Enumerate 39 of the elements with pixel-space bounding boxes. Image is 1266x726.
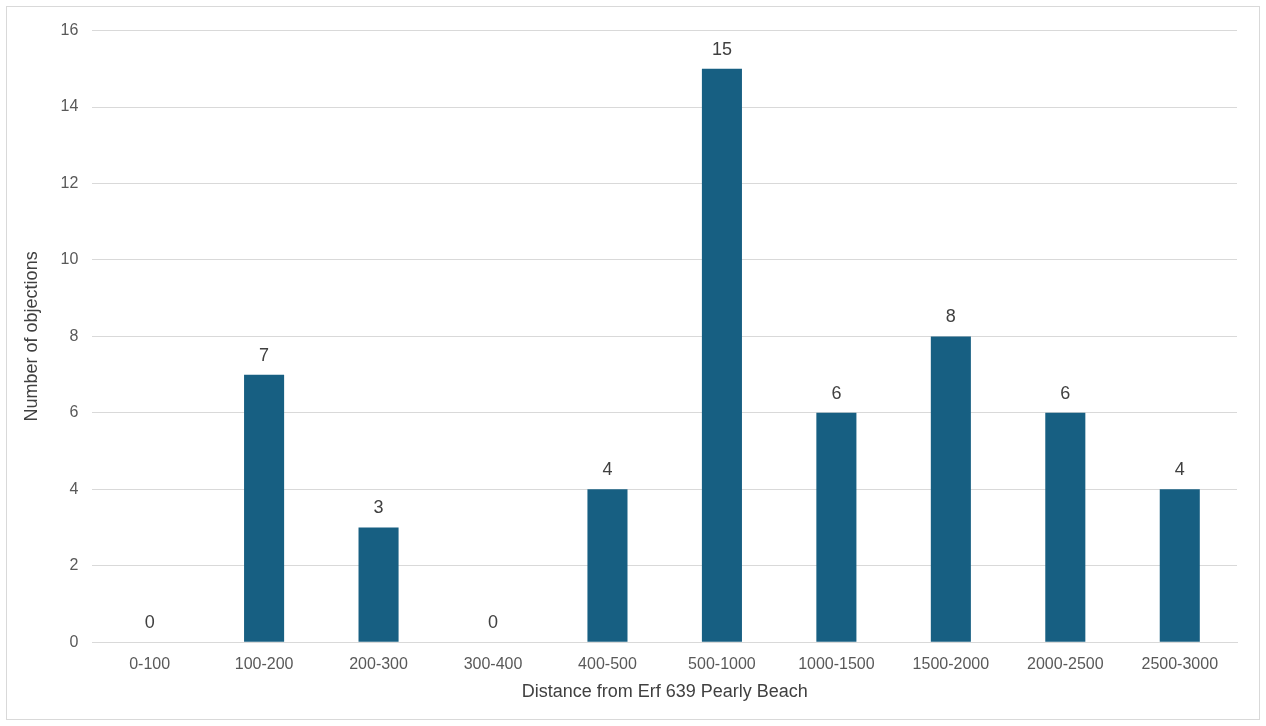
- data-label: 3: [373, 497, 384, 518]
- data-label: 8: [945, 306, 956, 327]
- data-label: 15: [711, 38, 732, 59]
- bar: [1045, 412, 1086, 642]
- x-tick-label: 0-100: [129, 655, 171, 673]
- y-tick-label: 8: [69, 326, 79, 344]
- data-label: 0: [144, 612, 155, 633]
- y-tick-label: 14: [60, 97, 79, 115]
- x-tick-label: 400-500: [578, 655, 637, 673]
- data-label: 6: [1060, 382, 1071, 403]
- y-tick-label: 6: [69, 403, 79, 421]
- x-tick-label: 200-300: [349, 655, 409, 673]
- x-tick-label: 2000-2500: [1027, 655, 1104, 673]
- bar: [701, 68, 742, 642]
- data-label: 6: [831, 382, 842, 403]
- data-label: 7: [259, 344, 270, 365]
- y-tick-label: 12: [60, 173, 79, 191]
- y-tick-label: 4: [69, 479, 79, 497]
- x-tick-label: 2500-3000: [1141, 655, 1219, 673]
- y-tick-label: 10: [60, 250, 79, 268]
- x-tick-label: 1500-2000: [912, 655, 990, 673]
- data-label: 4: [1174, 459, 1185, 480]
- bar: [930, 336, 971, 642]
- bar: [244, 374, 285, 642]
- y-tick-label: 2: [69, 556, 79, 574]
- y-tick-label: 0: [69, 632, 79, 650]
- bar: [358, 527, 399, 642]
- x-tick-label: 300-400: [463, 655, 523, 673]
- bar: [587, 489, 628, 642]
- y-tick-label: 16: [60, 21, 79, 39]
- bar: [816, 412, 857, 642]
- y-axis-title: Number of objections: [20, 251, 41, 422]
- x-tick-label: 1000-1500: [798, 655, 875, 673]
- data-label: 0: [488, 612, 499, 633]
- x-tick-label: 100-200: [234, 655, 294, 673]
- data-label: 4: [602, 459, 613, 480]
- x-tick-label: 500-1000: [688, 655, 756, 673]
- bar: [1159, 489, 1200, 642]
- x-axis-title: Distance from Erf 639 Pearly Beach: [521, 681, 808, 702]
